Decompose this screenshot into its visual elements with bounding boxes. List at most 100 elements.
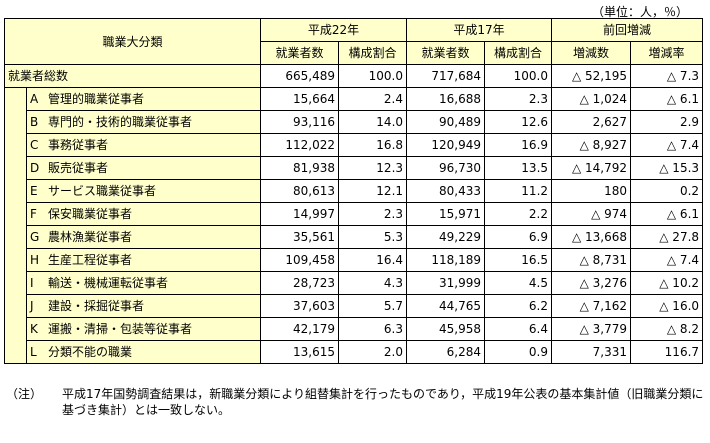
h17-ratio-cell: 0.9: [484, 340, 553, 364]
category-cell: J 建設・採掘従事者: [25, 294, 262, 318]
category-name: サービス職業従事者: [48, 184, 157, 198]
h22-count-cell: 13,615: [260, 340, 340, 364]
h17-count-cell: 96,730: [406, 156, 486, 180]
h22-ratio-cell: 5.7: [338, 294, 408, 318]
diff-cell: △ 8,731: [551, 248, 632, 272]
h22-count-cell: 14,997: [260, 202, 340, 226]
table-row: F 保安職業従事者 14,997 2.3 15,971 2.2 △ 974 △ 6…: [4, 202, 704, 226]
table-row: K 運搬・清掃・包装等従事者 42,179 6.3 45,958 6.4 △ 3,…: [4, 317, 704, 341]
h17-count-cell: 44,765: [406, 294, 486, 318]
h17-count-cell: 15,971: [406, 202, 486, 226]
category-code: G: [30, 230, 40, 244]
h22-ratio-cell: 6.3: [338, 317, 408, 341]
indent-cell: [4, 294, 27, 318]
h22-count-cell: 93,116: [260, 110, 340, 134]
h22-ratio-cell: 12.1: [338, 179, 408, 203]
category-name: 管理的職業従事者: [48, 92, 145, 106]
h17-employed-header: 就業者数: [406, 41, 486, 65]
indent-cell: [4, 340, 27, 364]
indent-cell: [4, 225, 27, 249]
footnote-label: （注）: [6, 387, 43, 401]
h22-count-cell: 80,613: [260, 179, 340, 203]
h22-ratio-cell: 16.4: [338, 248, 408, 272]
category-cell: L 分類不能の職業: [25, 340, 262, 364]
h17-count-cell: 80,433: [406, 179, 486, 203]
category-name: 保安職業従事者: [48, 207, 133, 221]
total-label: 就業者総数: [3, 64, 262, 88]
h17-count-cell: 90,489: [406, 110, 486, 134]
category-name: 販売従事者: [48, 161, 109, 175]
indent-cell: [4, 179, 27, 203]
total-rate: △ 7.3: [630, 64, 704, 88]
indent-cell: [4, 317, 27, 341]
table-row: H 生産工程従事者 109,458 16.4 118,189 16.5 △ 8,7…: [4, 248, 704, 272]
diff-cell: 180: [551, 179, 632, 203]
h17-header: 平成17年: [406, 18, 553, 42]
h17-count-cell: 49,229: [406, 225, 486, 249]
h17-ratio-cell: 12.6: [484, 110, 553, 134]
indent-cell: [4, 87, 27, 111]
h22-header: 平成22年: [260, 18, 408, 42]
total-row: 就業者総数 665,489 100.0 717,684 100.0 △ 52,1…: [3, 64, 704, 88]
h17-ratio-header: 構成割合: [484, 41, 553, 65]
rate-cell: △ 6.1: [630, 87, 704, 111]
h17-count-cell: 120,949: [406, 133, 486, 157]
h22-count-cell: 37,603: [260, 294, 340, 318]
category-name: 分類不能の職業: [48, 345, 133, 359]
category-cell: H 生産工程従事者: [25, 248, 262, 272]
category-code: K: [30, 322, 38, 336]
h22-count-cell: 35,561: [260, 225, 340, 249]
h17-count-cell: 45,958: [406, 317, 486, 341]
diff-cell: △ 8,927: [551, 133, 632, 157]
h22-ratio-cell: 16.8: [338, 133, 408, 157]
diff-cell: △ 14,792: [551, 156, 632, 180]
category-name: 建設・採掘従事者: [48, 299, 145, 313]
category-name: 事務従事者: [48, 138, 109, 152]
h22-count-cell: 42,179: [260, 317, 340, 341]
table-row: E サービス職業従事者 80,613 12.1 80,433 11.2 180 0…: [4, 179, 704, 203]
occupation-table: 職業大分類 平成22年 平成17年 前回増減 就業者数 構成割合 就業者数 構成…: [3, 18, 704, 364]
h17-ratio-cell: 13.5: [484, 156, 553, 180]
category-name: 専門的・技術的職業従事者: [48, 115, 193, 129]
category-cell: F 保安職業従事者: [25, 202, 262, 226]
category-cell: E サービス職業従事者: [25, 179, 262, 203]
table-row: C 事務従事者 112,022 16.8 120,949 16.9 △ 8,927…: [4, 133, 704, 157]
diff-cell: △ 974: [551, 202, 632, 226]
h22-ratio-cell: 2.3: [338, 202, 408, 226]
category-cell: G 農林漁業従事者: [25, 225, 262, 249]
h22-employed-header: 就業者数: [260, 41, 340, 65]
h17-count-cell: 16,688: [406, 87, 486, 111]
h17-ratio-cell: 2.3: [484, 87, 553, 111]
h17-ratio-cell: 11.2: [484, 179, 553, 203]
h17-ratio-cell: 6.2: [484, 294, 553, 318]
h22-count-cell: 15,664: [260, 87, 340, 111]
category-cell: D 販売従事者: [25, 156, 262, 180]
table-row: D 販売従事者 81,938 12.3 96,730 13.5 △ 14,792 …: [4, 156, 704, 180]
h22-count-cell: 28,723: [260, 271, 340, 295]
rate-cell: △ 16.0: [630, 294, 704, 318]
total-h17-count: 717,684: [406, 64, 486, 88]
rate-cell: △ 27.8: [630, 225, 704, 249]
indent-cell: [4, 202, 27, 226]
rate-cell: △ 8.2: [630, 317, 704, 341]
rate-cell: 116.7: [630, 340, 704, 364]
diff-cell: △ 1,024: [551, 87, 632, 111]
diff-cell: 7,331: [551, 340, 632, 364]
rate-cell: 2.9: [630, 110, 704, 134]
total-diff: △ 52,195: [551, 64, 632, 88]
category-cell: I 輸送・機械運転従事者: [25, 271, 262, 295]
category-code: I: [30, 276, 34, 290]
category-cell: A 管理的職業従事者: [25, 87, 262, 111]
h17-ratio-cell: 4.5: [484, 271, 553, 295]
category-header: 職業大分類: [3, 18, 262, 65]
category-code: A: [30, 92, 39, 106]
category-code: H: [30, 253, 40, 267]
rate-cell: △ 10.2: [630, 271, 704, 295]
diff-cell: △ 13,668: [551, 225, 632, 249]
indent-cell: [4, 133, 27, 157]
h17-count-cell: 31,999: [406, 271, 486, 295]
indent-cell: [4, 156, 27, 180]
category-code: D: [30, 161, 40, 175]
table-row: B 専門的・技術的職業従事者 93,116 14.0 90,489 12.6 2,…: [4, 110, 704, 134]
category-name: 運搬・清掃・包装等従事者: [48, 322, 193, 336]
